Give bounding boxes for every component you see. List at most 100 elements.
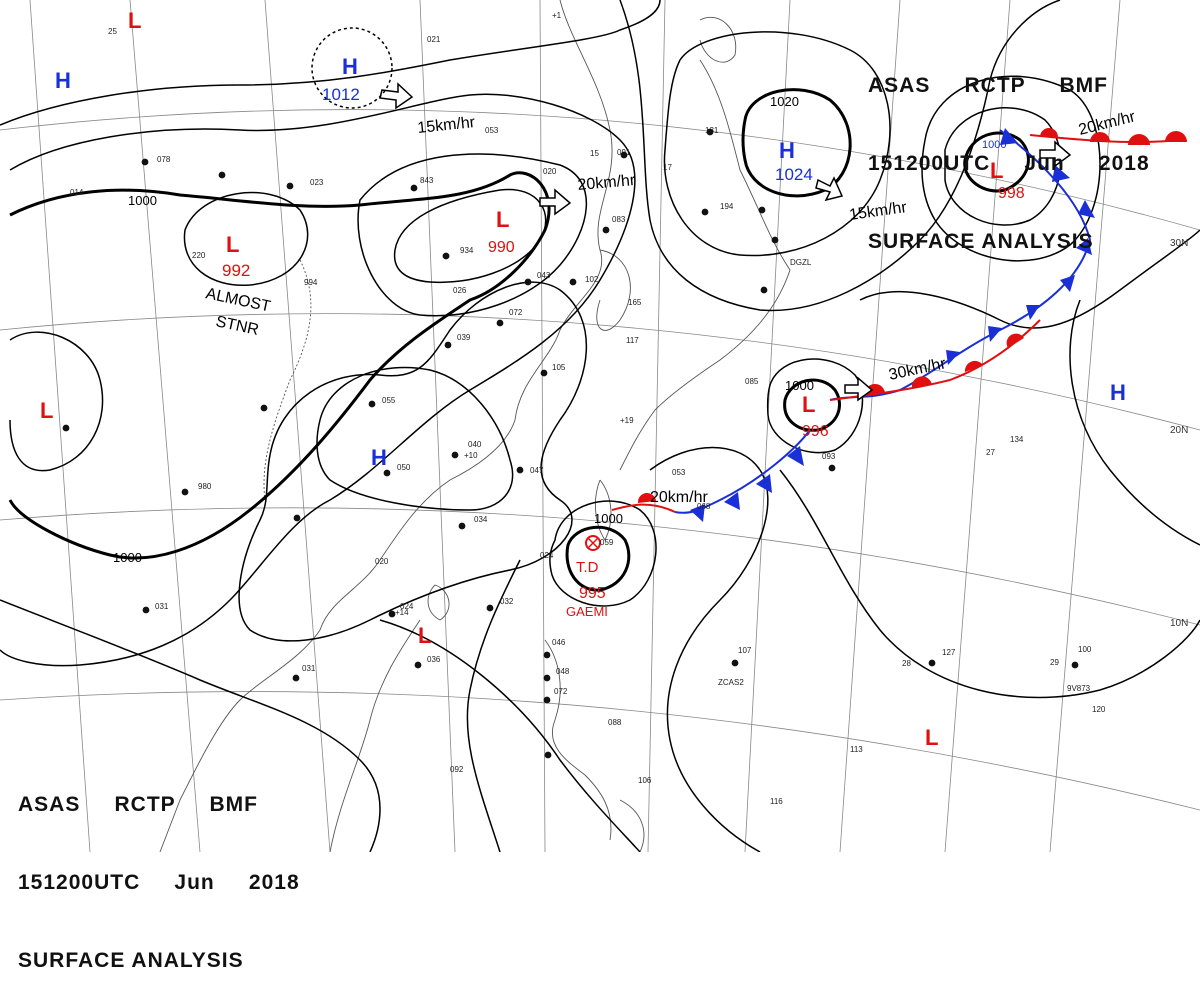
station-value: 100 [1078, 645, 1092, 654]
header-line-2: 151200UTC Jun 2018 [18, 871, 300, 894]
station-value: 043 [537, 271, 551, 280]
station-value: 194 [720, 202, 734, 211]
coast-indochina [329, 619, 421, 852]
station-value: 047 [530, 466, 544, 475]
station-value: 116 [770, 797, 783, 806]
isobar-label: 1000 [113, 550, 142, 565]
station-value: 9V873 [1067, 684, 1091, 693]
cold-front-tri [690, 504, 705, 522]
station-value: 055 [382, 396, 396, 405]
isobar-992-low [183, 191, 309, 286]
station-value: 085 [745, 377, 759, 386]
low-symbol: L [226, 232, 239, 257]
chart-header-bottom-left: ASAS RCTP BMF 151200UTC Jun 2018 SURFACE… [18, 740, 300, 1000]
isobar-990-outer [357, 153, 587, 317]
station-value: 843 [420, 176, 434, 185]
low-symbol: L [128, 8, 141, 33]
isobar-1008-far-south [379, 619, 641, 852]
station-value: DGZL [790, 258, 812, 267]
high-symbol: H [371, 445, 387, 470]
warm-front-bump [964, 360, 983, 372]
weather-map: L H H 1012 L 990 H 1024 L 998 L 992 L H … [0, 0, 1200, 852]
cold-front-tri [787, 446, 804, 466]
coast-hainan [427, 584, 450, 621]
isobar-990-low [393, 188, 547, 284]
pressure-value: 1024 [775, 165, 813, 184]
cold-front-tri [946, 350, 960, 365]
isobar-1012-south [779, 469, 1200, 699]
header-line-2: 151200UTC Jun 2018 [868, 152, 1150, 175]
isobar-label: 1000 [128, 193, 157, 208]
station-value: 014 [70, 188, 84, 197]
isobar-1012-pac [619, 0, 1061, 312]
station-value: 072 [554, 687, 568, 696]
station-value: 083 [612, 215, 626, 224]
motion-label: 20km/hr [650, 489, 708, 506]
isobar-west-low [9, 331, 104, 472]
isobar-1004 [0, 93, 636, 667]
pressure-value: 1012 [322, 85, 360, 104]
isobar-label: 1000 [982, 139, 1006, 151]
high-1012-dashed-ring [311, 27, 393, 109]
coast-ryukyu [619, 409, 656, 471]
pressure-value: 992 [222, 261, 250, 280]
low-symbol: L [40, 398, 53, 423]
header-line-3: SURFACE ANALYSIS [18, 949, 244, 972]
high-symbol: H [1110, 380, 1126, 405]
pressure-value: 996 [802, 423, 829, 440]
coast-china [159, 0, 613, 852]
isobar-1008-pac [649, 446, 769, 852]
header-line-1: ASAS RCTP BMF [18, 793, 258, 816]
cold-front-tri [1060, 275, 1075, 292]
pressure-value: 990 [488, 239, 515, 256]
isobar-1008 [0, 0, 661, 126]
station-value: 29 [1050, 658, 1059, 667]
motion-arrow [844, 376, 874, 402]
warm-front-bump [1006, 333, 1024, 348]
warm-front-bump [637, 492, 656, 503]
coast-inland [263, 259, 312, 501]
cold-front-tri [988, 326, 1002, 342]
motion-labels: 15km/hr 20km/hr 15km/hr 20km/hr 30km/hr … [417, 108, 1138, 506]
station-value: 026 [453, 286, 467, 295]
isobar-1000-main [8, 171, 551, 560]
station-value: 25 [108, 27, 117, 36]
warm-front-bump [1128, 134, 1150, 145]
lat-label-10n: 10N [1170, 618, 1189, 629]
low-symbol: L [990, 158, 1003, 183]
station-value: 024 [400, 602, 414, 611]
isobar-1008-south [238, 281, 588, 642]
station-value: 105 [552, 363, 566, 372]
low-symbol: L [418, 623, 431, 648]
station-value: 023 [310, 178, 324, 187]
isobar-1012-east [859, 229, 1200, 329]
station-value: 053 [485, 126, 499, 135]
station-value: 117 [626, 336, 639, 345]
station-value: 134 [1010, 435, 1024, 444]
station-value: 046 [552, 638, 566, 647]
station-value: 113 [850, 745, 863, 754]
station-value: 120 [1092, 705, 1106, 714]
station-value: 102 [585, 275, 599, 284]
station-value: 036 [427, 655, 441, 664]
station-value: 106 [638, 776, 652, 785]
cold-fronts [674, 128, 1095, 522]
isobar-1016-high [663, 31, 891, 257]
isobar-998-inner [963, 131, 1030, 193]
station-value: 980 [198, 482, 212, 491]
station-value: 934 [460, 246, 474, 255]
low-symbol: L [802, 392, 815, 417]
station-value: 15 [590, 149, 599, 158]
station-value: 072 [509, 308, 523, 317]
lat-label-20n: 20N [1170, 425, 1189, 436]
coast-luzon [544, 639, 612, 841]
cold-front-south [674, 429, 811, 514]
almost-label: ALMOST [204, 285, 272, 315]
stationary-note: ALMOST STNR [204, 285, 272, 339]
warm-front-td [611, 503, 676, 513]
motion-arrows [379, 82, 1072, 402]
storm-marker [585, 535, 601, 551]
isobar-1008-sw [0, 599, 381, 852]
coast-korea [596, 249, 631, 331]
station-value: +14 [395, 608, 409, 617]
